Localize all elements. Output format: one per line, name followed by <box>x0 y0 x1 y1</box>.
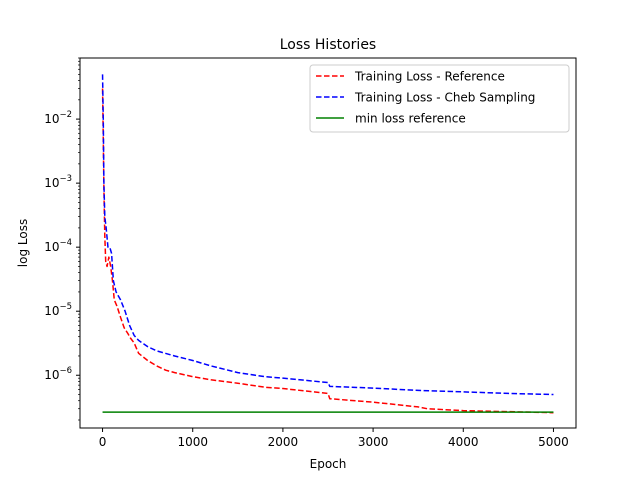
series-line-0 <box>101 88 554 414</box>
x-tick-label: 4000 <box>448 435 479 449</box>
series-line-1 <box>101 74 554 396</box>
y-axis-ticks: 10−6 10−5 10−4 10−3 10−2 <box>44 57 80 421</box>
y-tick-label: 10−4 <box>44 238 72 254</box>
y-tick-label: 10−6 <box>44 366 72 382</box>
y-tick-label: 10−2 <box>44 110 72 126</box>
x-tick-label: 1000 <box>177 435 208 449</box>
y-tick-label: 10−5 <box>44 302 72 318</box>
y-axis-label: log Loss <box>16 219 30 267</box>
x-tick-label: 3000 <box>358 435 389 449</box>
x-tick-label: 5000 <box>538 435 569 449</box>
legend-box <box>309 64 570 133</box>
x-tick-label: 2000 <box>268 435 299 449</box>
chart-title: Loss Histories <box>280 37 376 53</box>
x-axis-ticks: 0 1000 2000 3000 4000 5000 <box>99 428 569 449</box>
legend: Training Loss - Reference Training Loss … <box>309 64 570 133</box>
legend-label-cheb: Training Loss - Cheb Sampling <box>354 91 535 105</box>
axes-frame <box>79 57 577 429</box>
plot-area <box>79 57 577 429</box>
legend-label-reference: Training Loss - Reference <box>354 70 505 84</box>
y-tick-label: 10−3 <box>44 174 72 190</box>
series-layer <box>101 74 554 414</box>
x-axis-label: Epoch <box>310 457 347 471</box>
x-tick-label: 0 <box>99 435 107 449</box>
legend-label-min-loss: min loss reference <box>355 112 466 126</box>
